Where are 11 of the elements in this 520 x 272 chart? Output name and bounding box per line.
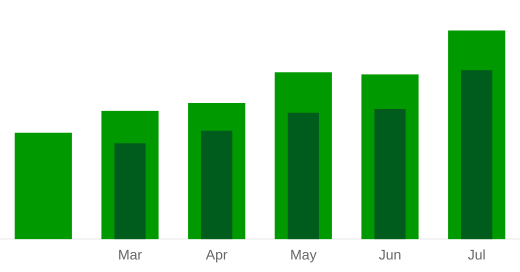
bar xyxy=(461,70,492,240)
bar xyxy=(288,112,319,240)
bar xyxy=(114,143,146,240)
x-tick-label: Jul xyxy=(468,246,486,262)
bar xyxy=(14,132,72,240)
x-tick-label: Apr xyxy=(206,246,228,262)
x-tick-label: Mar xyxy=(118,246,142,262)
bar xyxy=(374,108,406,240)
bar xyxy=(201,130,232,240)
x-tick-label: Jun xyxy=(378,246,402,262)
x-tick-label: May xyxy=(290,246,317,262)
